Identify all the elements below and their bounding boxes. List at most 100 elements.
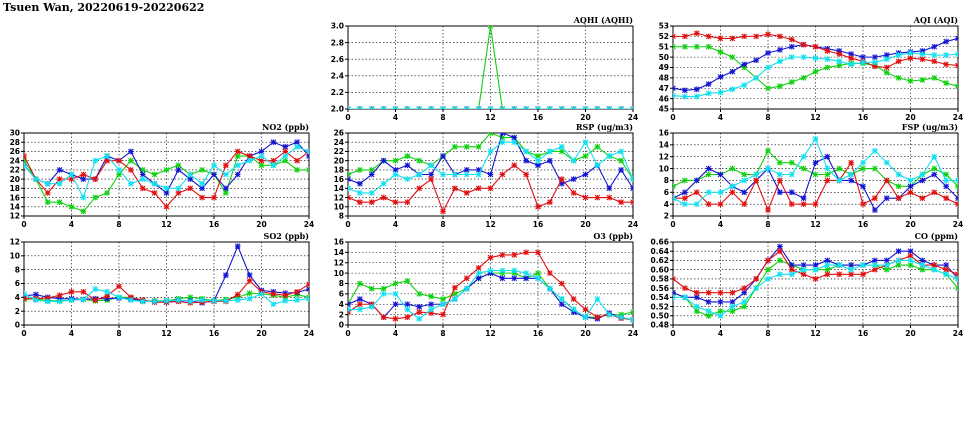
rsp-point-green-12	[487, 133, 494, 136]
o3-point-cyan-14	[511, 267, 518, 274]
o3-ytick-label: 6	[339, 290, 344, 299]
so2-point-cyan-0	[24, 291, 27, 297]
co-point-blue-4	[717, 299, 724, 305]
rsp-point-red-8	[440, 208, 446, 215]
o3-point-red-7	[428, 310, 434, 316]
fsp-point-blue-21	[919, 177, 926, 184]
no2-point-blue-12	[163, 190, 170, 196]
co-point-blue-12	[812, 262, 819, 268]
aqi-point-blue-5	[729, 68, 736, 75]
rsp-point-cyan-13	[499, 139, 506, 146]
rsp-point-cyan-24	[630, 176, 633, 182]
fsp-point-red-3	[705, 201, 712, 207]
fsp-point-blue-20	[907, 183, 914, 190]
aqi-series-red	[673, 30, 958, 71]
aqi-xtick-label: 12	[810, 113, 820, 122]
no2-point-cyan-16	[211, 162, 217, 169]
rsp-point-green-16	[535, 153, 541, 159]
aqi-point-red-23	[943, 61, 949, 68]
co-point-red-17	[872, 266, 878, 273]
so2-point-cyan-14	[187, 298, 194, 305]
aqhi-point-cyan-22	[606, 106, 613, 109]
so2-point-cyan-4	[68, 297, 75, 303]
fsp-point-green-0	[673, 183, 676, 190]
o3-point-cyan-7	[428, 306, 434, 313]
no2-point-blue-18	[234, 171, 241, 178]
co-point-red-22	[931, 262, 938, 268]
aqhi-ytick-label: 2.8	[331, 38, 344, 47]
aqi-point-blue-6	[741, 61, 748, 68]
o3-point-blue-14	[511, 275, 518, 282]
rsp-ytick-label: 16	[334, 175, 344, 184]
o3-point-cyan-21	[594, 296, 601, 302]
aqhi-point-cyan-5	[404, 106, 411, 109]
fsp-point-green-11	[800, 165, 807, 172]
o3-point-red-13	[499, 252, 506, 258]
fsp-point-red-10	[788, 201, 795, 207]
o3-point-red-12	[487, 254, 494, 261]
aqi-point-green-24	[955, 83, 958, 89]
co-point-cyan-1	[682, 294, 688, 301]
no2-point-blue-9	[128, 148, 134, 155]
no2-point-red-20	[258, 157, 265, 164]
no2-point-red-14	[187, 185, 194, 192]
fsp-point-cyan-19	[895, 171, 902, 178]
fsp-point-blue-17	[872, 207, 878, 213]
fsp-point-cyan-13	[824, 165, 831, 172]
fsp-ytick-label: 16	[659, 129, 669, 138]
aqhi-point-cyan-11	[475, 106, 482, 109]
fsp-ytick-label: 8	[664, 176, 669, 185]
co-ytick-label: 0.66	[650, 238, 669, 247]
aqi-xtick-label: 20	[905, 113, 915, 122]
aqi-point-cyan-7	[753, 75, 759, 81]
aqi-point-cyan-2	[693, 93, 700, 100]
rsp-ytick-label: 8	[339, 212, 344, 221]
aqi-point-blue-23	[943, 38, 949, 45]
o3-point-red-17	[547, 270, 553, 276]
so2-point-green-19	[246, 290, 253, 296]
no2-point-blue-5	[80, 176, 87, 182]
aqhi-point-cyan-10	[463, 106, 470, 109]
aqi-point-red-13	[824, 48, 831, 54]
o3-point-cyan-3	[380, 291, 387, 297]
co-ytick-label: 0.60	[650, 265, 669, 274]
no2-series-cyan	[24, 144, 309, 201]
aqi-point-red-11	[800, 41, 807, 48]
no2-ytick-label: 28	[10, 138, 20, 147]
o3-point-red-21	[594, 314, 601, 321]
aqi-ytick-label: 52	[659, 32, 669, 41]
so2-point-red-4	[68, 289, 75, 295]
so2-point-green-14	[187, 294, 194, 301]
so2-xtick-label: 16	[209, 329, 219, 338]
no2-point-green-15	[199, 167, 205, 173]
so2-point-cyan-15	[199, 297, 205, 303]
aqhi-point-cyan-2	[368, 106, 375, 109]
o3-point-red-6	[416, 309, 423, 315]
o3-point-red-5	[404, 314, 411, 321]
co-point-red-11	[800, 271, 807, 278]
fsp-point-green-3	[705, 171, 712, 178]
so2-point-red-19	[246, 277, 253, 284]
rsp-point-blue-19	[570, 176, 577, 182]
o3-point-red-10	[463, 275, 470, 282]
aqi-xtick-label: 4	[718, 113, 723, 122]
o3-point-green-24	[630, 309, 633, 315]
rsp-point-red-17	[547, 199, 553, 205]
co-point-red-5	[729, 289, 736, 296]
o3-point-blue-18	[558, 301, 565, 308]
aqi-point-red-10	[788, 36, 795, 43]
aqi-ytick-label: 45	[659, 105, 669, 114]
o3-point-green-16	[535, 270, 541, 276]
no2-point-cyan-13	[175, 185, 182, 192]
aqi-point-green-12	[812, 68, 819, 75]
o3-point-cyan-1	[357, 306, 363, 313]
co-point-red-16	[860, 271, 866, 278]
co-point-blue-18	[883, 257, 890, 264]
o3-point-cyan-5	[404, 306, 411, 313]
so2-point-cyan-22	[282, 297, 289, 304]
aqhi-ytick-label: 3.0	[331, 22, 344, 31]
rsp-ytick-label: 18	[334, 166, 344, 175]
co-point-red-9	[777, 248, 783, 255]
rsp-point-red-7	[428, 176, 434, 182]
co-ytick-label: 0.58	[650, 275, 669, 284]
